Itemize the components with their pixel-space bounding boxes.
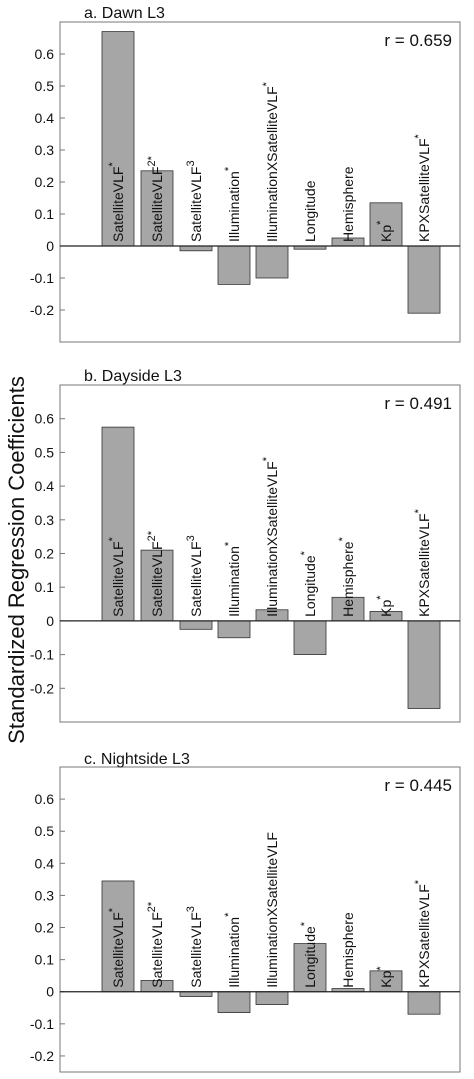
bar: [140, 549, 174, 622]
category-label: KPXSatelliteVLF*: [413, 508, 432, 617]
chart-panel-3: c. Nightside L3 r = 0.445 -0.2 -0.1 0 0.1 0.2 0…: [30, 751, 461, 1073]
bar: [255, 991, 289, 1005]
correlation-annotation: r = 0.445: [384, 776, 452, 795]
category-label: Illumination*: [223, 541, 242, 617]
y-tick-label: 0.6: [35, 791, 55, 807]
y-tick-label: 0.4: [35, 110, 55, 126]
y-tick-label: 0: [46, 613, 54, 629]
bar: [255, 245, 289, 279]
bar: [407, 245, 441, 314]
category-label: IlluminationXSatelliteVLF*: [261, 456, 280, 617]
bar: [217, 620, 251, 639]
category-label: SatelliteVLF2*: [146, 901, 165, 988]
category-label: Longitude*: [299, 921, 318, 988]
y-tick-label: 0.2: [35, 546, 55, 562]
category-label: SatelliteVLF*: [107, 536, 126, 616]
y-tick-label: 0.3: [35, 887, 55, 903]
bar: [407, 620, 441, 709]
bar: [179, 245, 213, 252]
chart-panel-1: a. Dawn L3 r = 0.659 -0.2 -0.1 0 0.1 0.2 0.3 0.4…: [30, 5, 461, 343]
y-tick-label: 0.6: [35, 411, 55, 427]
bar: [217, 991, 251, 1014]
y-tick-label: -0.1: [30, 270, 54, 286]
y-tick-label: -0.1: [30, 647, 54, 663]
y-tick-label: 0.5: [35, 823, 55, 839]
chart-title: c. Nightside L3: [84, 751, 190, 768]
category-label: KPXSatelliteVLF*: [413, 879, 432, 988]
figure-y-axis-label: Standardized Regression Coefficients: [4, 376, 29, 744]
chart-panel-2: b. Dayside L3 r = 0.491 -0.2 -0.1 0 0.1 0.2 0.3…: [30, 368, 461, 723]
category-label: Hemisphere: [340, 912, 356, 988]
chart-title: b. Dayside L3: [84, 368, 182, 385]
y-tick-label: -0.2: [30, 1048, 54, 1064]
category-label: Kp*: [375, 220, 394, 242]
category-label: Kp*: [375, 595, 394, 617]
category-label: IlluminationXSatelliteVLF*: [261, 81, 280, 242]
y-tick-label: 0.3: [35, 512, 55, 528]
bar: [217, 245, 251, 285]
bar: [293, 620, 327, 656]
y-tick-label: 0.4: [35, 855, 55, 871]
category-label: Longitude: [302, 180, 318, 242]
bar: [101, 426, 135, 622]
y-tick-label: 0.2: [35, 920, 55, 936]
bar: [407, 991, 441, 1015]
bar: [101, 31, 135, 247]
bar: [293, 943, 327, 993]
category-label: SatelliteVLF3: [185, 160, 204, 242]
category-label: SatelliteVLF*: [107, 907, 126, 987]
chart-title: a. Dawn L3: [84, 5, 165, 22]
bar: [179, 620, 213, 630]
correlation-annotation: r = 0.659: [384, 31, 452, 50]
bar: [179, 991, 213, 997]
category-label: Illumination*: [223, 166, 242, 242]
category-label: SatelliteVLF3: [185, 906, 204, 988]
category-label: SatelliteVLF3: [185, 535, 204, 617]
category-label: SatelliteVLF*: [107, 162, 126, 242]
y-tick-label: 0: [46, 984, 54, 1000]
y-tick-label: 0.5: [35, 444, 55, 460]
category-label: IlluminationXSatelliteVLF: [264, 832, 280, 988]
plot-frame: [59, 766, 461, 1073]
y-tick-label: 0.1: [35, 206, 55, 222]
category-label: Illumination*: [223, 912, 242, 988]
bar: [369, 202, 403, 247]
correlation-annotation: r = 0.491: [384, 394, 452, 413]
bar: [101, 880, 135, 993]
y-tick-label: 0.1: [35, 952, 55, 968]
y-tick-label: 0.3: [35, 142, 55, 158]
y-tick-label: 0.5: [35, 78, 55, 94]
y-tick-label: -0.2: [30, 680, 54, 696]
category-label: Hemisphere*: [337, 536, 356, 616]
y-tick-label: 0.4: [35, 478, 55, 494]
category-label: Kp*: [375, 966, 394, 988]
category-label: Hemisphere: [340, 166, 356, 242]
y-tick-label: -0.1: [30, 1016, 54, 1032]
category-label: SatelliteVLF2*: [146, 155, 165, 242]
y-tick-label: 0.2: [35, 174, 55, 190]
y-tick-label: -0.2: [30, 302, 54, 318]
category-label: Longitude*: [299, 550, 318, 617]
category-label: SatelliteVLF2*: [146, 530, 165, 617]
y-tick-label: 0.1: [35, 579, 55, 595]
y-tick-label: 0.6: [35, 46, 55, 62]
y-tick-label: 0: [46, 238, 54, 254]
bar: [140, 170, 174, 247]
category-label: KPXSatelliteVLF*: [413, 134, 432, 243]
